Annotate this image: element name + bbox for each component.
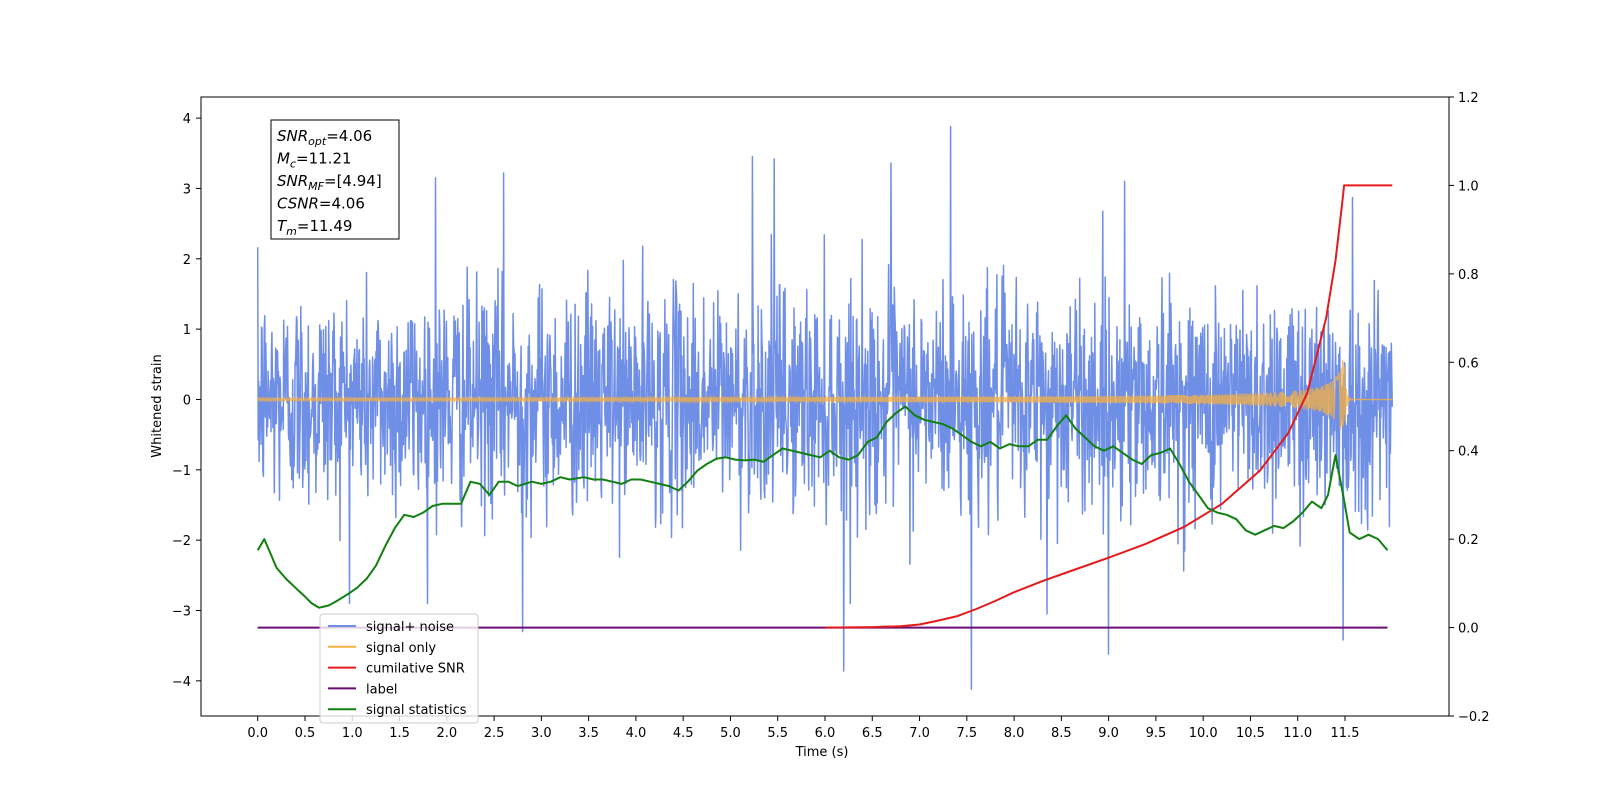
x-tick-label: 11.0	[1283, 726, 1312, 741]
y-axis-left: −4 −3 −2 −1 0 1 2 3 4	[172, 112, 201, 690]
x-tick-label: 1.5	[389, 726, 410, 741]
y-tick-label: −1	[172, 464, 191, 479]
y2-tick-label: 0.6	[1458, 356, 1479, 371]
legend-label: signal statistics	[366, 703, 467, 718]
x-tick-label: 8.5	[1051, 726, 1072, 741]
legend: signal+ noise signal only cumilative SNR la…	[320, 614, 478, 723]
x-tick-label: 7.0	[909, 726, 930, 741]
y-tick-label: 2	[183, 253, 191, 268]
x-tick-label: 5.0	[720, 726, 741, 741]
x-tick-label: 11.5	[1331, 726, 1360, 741]
series-signal-noise	[258, 127, 1393, 690]
y2-tick-label: 1.2	[1458, 91, 1479, 106]
info-line: CSNR=4.06	[277, 195, 365, 213]
x-tick-label: 3.5	[578, 726, 599, 741]
y-tick-label: 4	[183, 112, 191, 127]
y2-tick-label: 0.2	[1458, 533, 1479, 548]
x-tick-label: 4.0	[626, 726, 647, 741]
x-tick-label: 3.0	[531, 726, 552, 741]
x-tick-label: 9.0	[1098, 726, 1119, 741]
x-tick-label: 10.0	[1189, 726, 1218, 741]
x-tick-label: 10.5	[1236, 726, 1265, 741]
x-tick-label: 2.5	[484, 726, 505, 741]
y2-tick-label: −0.2	[1458, 710, 1490, 725]
y2-tick-label: 1.0	[1458, 179, 1479, 194]
x-tick-label: 6.5	[862, 726, 883, 741]
y-axis-label: Whitened strain	[150, 354, 165, 457]
x-tick-label: 1.0	[342, 726, 363, 741]
x-tick-label: 0.5	[295, 726, 316, 741]
y2-tick-label: 0.8	[1458, 268, 1479, 283]
data-layer	[258, 127, 1393, 690]
legend-label: signal only	[366, 641, 436, 656]
y2-tick-label: 0.0	[1458, 622, 1479, 637]
y-tick-label: 0	[183, 393, 191, 408]
info-box: SNRopt=4.06Mc=11.21SNRMF=[4.94]CSNR=4.06…	[271, 120, 399, 239]
x-tick-label: 5.5	[767, 726, 788, 741]
y-tick-label: −3	[172, 604, 191, 619]
info-line: SNRMF=[4.94]	[277, 172, 382, 193]
x-axis-label: Time (s)	[795, 745, 849, 760]
y-tick-label: −2	[172, 534, 191, 549]
x-tick-label: 6.0	[815, 726, 836, 741]
y-axis-right: −0.2 0.0 0.2 0.4 0.6 0.8 1.0 1.2	[1449, 91, 1490, 725]
x-tick-label: 7.5	[956, 726, 977, 741]
x-tick-label: 2.0	[436, 726, 457, 741]
legend-label: label	[366, 682, 397, 697]
info-line: Mc=11.21	[277, 150, 352, 171]
y2-tick-label: 0.4	[1458, 445, 1479, 460]
x-tick-label: 0.0	[247, 726, 268, 741]
x-tick-label: 4.5	[673, 726, 694, 741]
y-tick-label: −4	[172, 675, 191, 690]
legend-label: cumilative SNR	[366, 662, 465, 677]
x-tick-label: 8.0	[1004, 726, 1025, 741]
x-tick-label: 9.5	[1146, 726, 1167, 741]
y-tick-label: 3	[183, 182, 191, 197]
legend-label: signal+ noise	[366, 620, 454, 635]
y-tick-label: 1	[183, 323, 191, 338]
